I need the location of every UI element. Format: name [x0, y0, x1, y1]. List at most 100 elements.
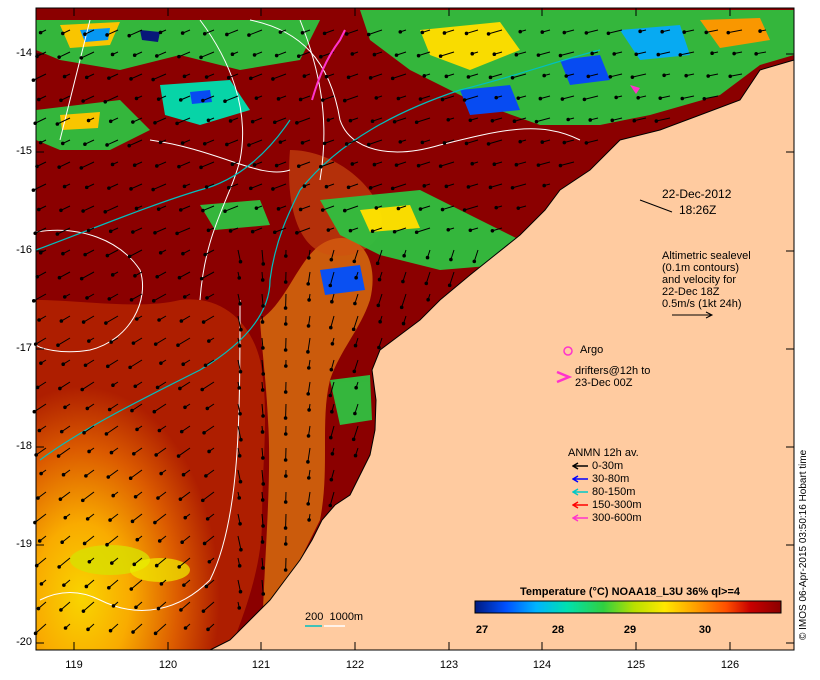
velocity-arrow	[353, 315, 359, 330]
lat-label: -20	[16, 636, 32, 648]
velocity-arrow	[35, 337, 47, 345]
velocity-arrow	[132, 623, 143, 633]
velocity-arrow-head	[322, 141, 327, 146]
velocity-arrow-head	[351, 327, 356, 332]
velocity-arrow	[538, 51, 551, 56]
velocity-arrow-head	[63, 405, 67, 410]
drifter-symbol	[556, 370, 573, 384]
velocity-arrow-head	[326, 118, 331, 122]
velocity-arrow-head	[261, 372, 266, 376]
velocity-arrow-head	[278, 140, 283, 144]
velocity-arrow-head	[237, 564, 242, 568]
velocity-arrow	[153, 293, 167, 302]
velocity-arrow-head	[342, 98, 347, 103]
velocity-arrow-head	[424, 281, 429, 286]
velocity-arrow-head	[298, 97, 303, 102]
velocity-arrow-head	[110, 561, 114, 565]
velocity-arrow	[440, 161, 455, 167]
velocity-arrow-head	[183, 626, 188, 630]
velocity-arrow	[60, 491, 71, 500]
velocity-arrow	[237, 535, 242, 550]
velocity-arrow-head	[425, 255, 430, 260]
velocity-arrow	[418, 161, 431, 167]
velocity-arrow-head	[155, 385, 160, 390]
velocity-arrow-head	[107, 186, 111, 190]
velocity-arrow	[272, 183, 287, 190]
velocity-arrow-head	[61, 472, 66, 477]
velocity-arrow-head	[542, 73, 547, 78]
colorbar-tick: 30	[698, 624, 712, 636]
velocity-arrow-head	[134, 96, 139, 101]
velocity-arrow-head	[447, 283, 452, 288]
velocity-arrow-head	[271, 187, 275, 191]
velocity-arrow-head	[178, 208, 183, 212]
velocity-arrow-head	[156, 207, 161, 211]
velocity-arrow-head	[178, 98, 183, 102]
velocity-arrow-head	[418, 97, 423, 101]
velocity-arrow-head	[250, 229, 255, 234]
velocity-arrow-head	[238, 521, 242, 526]
velocity-arrow-head	[37, 318, 41, 322]
velocity-arrow-head	[416, 163, 421, 168]
velocity-arrow	[128, 139, 143, 147]
velocity-arrow-head	[374, 206, 379, 210]
velocity-arrow-head	[295, 121, 299, 125]
velocity-arrow	[81, 271, 95, 280]
velocity-arrow-head	[518, 29, 523, 34]
velocity-arrow-head	[346, 75, 351, 80]
velocity-arrow	[261, 579, 264, 594]
colorbar-title: Temperature (°C) NOAA18_L3U 36% ql>=4	[520, 586, 740, 598]
velocity-arrow-head	[326, 228, 331, 232]
velocity-arrow-head	[132, 163, 137, 168]
velocity-arrow-head	[536, 163, 541, 167]
credit-text: © IMOS 06-Apr-2015 03:50:16 Hobart time	[798, 449, 809, 640]
velocity-arrow-head	[159, 471, 163, 476]
velocity-arrow-head	[128, 476, 133, 481]
velocity-arrow-head	[249, 76, 253, 81]
velocity-arrow-head	[85, 517, 90, 521]
velocity-arrow-head	[300, 140, 305, 145]
arrow-icon	[572, 488, 588, 496]
velocity-arrow-head	[254, 206, 259, 210]
velocity-arrow-head	[60, 540, 64, 545]
velocity-arrow-head	[261, 304, 265, 308]
velocity-arrow-head	[348, 118, 353, 123]
velocity-arrow	[203, 425, 215, 434]
velocity-arrow	[490, 73, 503, 78]
velocity-arrow-head	[374, 96, 379, 100]
velocity-arrow-head	[394, 163, 399, 167]
velocity-arrow	[82, 95, 95, 102]
velocity-arrow-head	[438, 54, 443, 58]
colorbar-tick: 29	[623, 624, 637, 636]
velocity-arrow	[59, 381, 71, 389]
velocity-arrow	[57, 117, 71, 125]
velocity-arrow-head	[238, 369, 243, 374]
velocity-arrow	[204, 535, 215, 544]
velocity-arrow-head	[534, 119, 539, 124]
lat-label: -14	[16, 47, 32, 59]
velocity-arrow	[392, 73, 407, 79]
velocity-arrow-head	[55, 122, 60, 126]
velocity-arrow	[401, 293, 407, 308]
velocity-arrow-head	[306, 350, 310, 354]
depth-legend-label: 200 1000m	[305, 611, 364, 623]
velocity-arrow	[155, 447, 167, 456]
velocity-arrow-head	[422, 184, 427, 188]
velocity-arrow-head	[201, 98, 205, 103]
velocity-arrow-head	[278, 30, 283, 34]
velocity-arrow-head	[200, 498, 205, 503]
velocity-arrow-head	[440, 207, 445, 212]
velocity-arrow-head	[129, 187, 133, 191]
velocity-arrow	[442, 205, 455, 211]
velocity-arrow-head	[129, 587, 134, 591]
velocity-arrow-head	[199, 276, 204, 281]
velocity-arrow-head	[56, 454, 61, 458]
velocity-arrow-head	[204, 185, 209, 189]
velocity-arrow-head	[329, 477, 334, 482]
velocity-arrow-head	[350, 52, 355, 56]
velocity-arrow-head	[283, 416, 288, 420]
velocity-arrow-head	[352, 259, 357, 264]
lat-label: -19	[16, 538, 32, 550]
velocity-arrow-head	[584, 141, 589, 145]
velocity-arrow-head	[426, 297, 430, 302]
